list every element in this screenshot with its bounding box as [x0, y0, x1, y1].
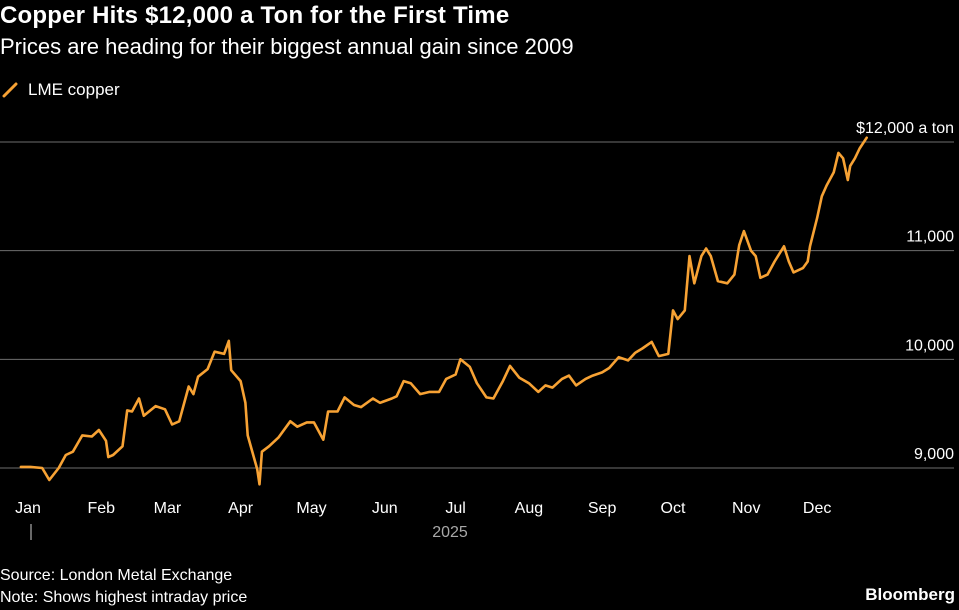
annotation-label: $12,000 a ton — [856, 120, 954, 137]
x-tick-label: Jun — [372, 500, 398, 517]
x-tick-label: Sep — [588, 500, 617, 517]
x-tick-label: Mar — [154, 500, 182, 517]
x-tick-label: Dec — [803, 500, 831, 517]
x-tick-label: Jul — [445, 500, 465, 517]
line-chart: 9,000 10,000 11,000 $12,000 a ton Jan Feb Mar A… — [0, 120, 954, 541]
x-tick-label: Aug — [515, 500, 543, 517]
chart-title: Copper Hits $12,000 a Ton for the First … — [0, 2, 510, 29]
x-tick-label: Oct — [661, 500, 686, 517]
y-tick-label: 11,000 — [906, 229, 954, 246]
legend-line-icon — [2, 82, 18, 98]
x-tick-label: Apr — [228, 500, 254, 517]
x-tick-label: Feb — [87, 500, 115, 517]
brand-logo: Bloomberg — [865, 585, 955, 604]
footnote: Note: Shows highest intraday price — [0, 589, 248, 606]
series-line-lme-copper — [19, 136, 868, 486]
y-tick-label: 9,000 — [914, 446, 954, 463]
x-tick-label: May — [296, 500, 326, 517]
chart-subtitle: Prices are heading for their biggest ann… — [0, 34, 574, 59]
x-tick-label: Jan — [15, 500, 41, 517]
source-note: Source: London Metal Exchange — [0, 567, 233, 584]
legend: LME copper — [2, 80, 120, 100]
legend-label: LME copper — [28, 80, 120, 99]
x-axis-year-label: 2025 — [432, 524, 468, 541]
x-tick-label: Nov — [732, 500, 760, 517]
y-tick-label: 10,000 — [905, 337, 954, 354]
